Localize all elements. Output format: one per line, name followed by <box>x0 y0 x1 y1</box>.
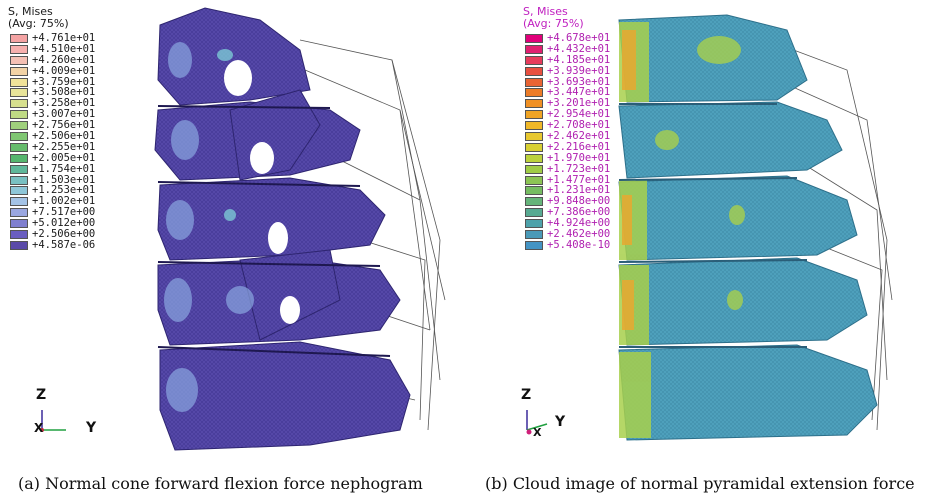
legend-swatch <box>10 175 28 185</box>
legend-swatch <box>525 175 543 185</box>
vertebra-stress-model <box>40 7 446 451</box>
legend-swatch <box>525 121 543 131</box>
legend-swatch <box>525 66 543 76</box>
panel-b-extension: S, Mises (Avg: 75%) +4.678e+01 +4.432e+01… <box>467 0 933 470</box>
legend-swatch <box>10 55 28 65</box>
legend-swatch <box>525 55 543 65</box>
legend-value: +2.216e+01 <box>547 140 611 153</box>
legend-value: +2.756e+01 <box>32 119 96 132</box>
axis-x-label: X <box>533 426 542 439</box>
legend-swatch <box>10 208 28 218</box>
legend-swatch <box>525 132 543 142</box>
legend-swatch <box>10 44 28 54</box>
axis-x-label: X <box>34 421 44 435</box>
legend-swatch <box>525 230 543 240</box>
legend-swatch <box>10 110 28 120</box>
legend-value: +2.506e+01 <box>32 130 96 143</box>
legend-value: +5.012e+00 <box>32 217 96 230</box>
legend-value: +1.477e+01 <box>547 173 611 186</box>
legend-swatch <box>525 186 543 196</box>
legend-value: +4.678e+01 <box>547 32 611 44</box>
axis-y-label: Y <box>86 420 97 436</box>
legend-value: +3.007e+01 <box>32 108 96 121</box>
legend-value: +4.432e+01 <box>547 42 611 55</box>
legend-swatch <box>525 197 543 207</box>
legend-value: +2.462e+01 <box>547 130 611 143</box>
legend-swatch <box>10 88 28 98</box>
axis-z-label: Z <box>521 387 532 403</box>
legend-swatch <box>525 44 543 54</box>
axis-triad-icon <box>526 410 548 435</box>
legend-value: +3.447e+01 <box>547 86 611 99</box>
legend-swatch <box>525 164 543 174</box>
panel-a-flexion: S, Mises (Avg: 75%) +4.761e+01 +4.510e+01… <box>0 0 466 470</box>
legend-value: +2.462e+00 <box>547 228 611 241</box>
legend-title: S, Mises (Avg: 75%) <box>8 5 69 30</box>
legend-value: +2.954e+01 <box>547 108 611 121</box>
legend-value: +5.408e-10 <box>547 238 611 251</box>
legend-swatch <box>10 121 28 131</box>
axis-y-label: Y <box>555 414 566 430</box>
legend-swatch <box>10 197 28 207</box>
axis-triad-icon <box>40 410 66 432</box>
legend-value: +4.587e-06 <box>32 238 96 251</box>
legend-value: +4.510e+01 <box>32 42 96 55</box>
legend-swatch <box>525 99 543 109</box>
legend-value: +3.508e+01 <box>32 86 96 99</box>
legend-title: S, Mises (Avg: 75%) <box>523 5 584 30</box>
legend-value: +1.723e+01 <box>547 162 611 175</box>
legend-swatch <box>10 164 28 174</box>
legend-swatch <box>525 34 543 43</box>
legend-swatch <box>10 186 28 196</box>
legend-value: +3.759e+01 <box>32 75 96 88</box>
legend-swatch <box>525 142 543 152</box>
legend-value: +1.970e+01 <box>547 151 611 164</box>
legend-value: +1.231e+01 <box>547 184 611 197</box>
legend-swatch <box>10 219 28 229</box>
legend-value: +1.503e+01 <box>32 173 96 186</box>
legend-value: +1.002e+01 <box>32 195 96 208</box>
legend-value: +7.517e+00 <box>32 206 96 219</box>
legend-swatch <box>525 77 543 87</box>
legend-swatch <box>10 230 28 240</box>
legend-value: +2.708e+01 <box>547 119 611 132</box>
legend-swatch <box>525 208 543 218</box>
legend-swatch <box>525 88 543 98</box>
legend-value: +3.939e+01 <box>547 64 611 77</box>
legend-value: +4.924e+00 <box>547 217 611 230</box>
legend-value: +3.201e+01 <box>547 97 611 110</box>
legend-swatch <box>10 240 28 250</box>
legend-value: +4.260e+01 <box>32 53 96 66</box>
legend-value: +2.255e+01 <box>32 140 96 153</box>
legend-swatch <box>10 66 28 76</box>
legend-value: +4.185e+01 <box>547 53 611 66</box>
legend-value: +2.005e+01 <box>32 151 96 164</box>
legend-swatch <box>10 99 28 109</box>
legend-swatch <box>10 34 28 43</box>
legend-value: +4.009e+01 <box>32 64 96 77</box>
legend-value: +3.693e+01 <box>547 75 611 88</box>
legend-swatch <box>525 110 543 120</box>
vertebra-stress-model <box>526 14 893 441</box>
legend-value: +7.386e+00 <box>547 206 611 219</box>
legend-value: +3.258e+01 <box>32 97 96 110</box>
caption-a: (a) Normal cone forward flexion force ne… <box>18 474 423 493</box>
legend-swatch <box>10 142 28 152</box>
caption-b: (b) Cloud image of normal pyramidal exte… <box>485 474 915 493</box>
legend-value: +4.761e+01 <box>32 32 96 44</box>
axis-z-label: Z <box>36 387 47 403</box>
legend-value: +2.506e+00 <box>32 228 96 241</box>
legend-swatch <box>525 240 543 250</box>
legend-swatch <box>525 219 543 229</box>
legend-swatch <box>10 132 28 142</box>
legend-swatch <box>10 77 28 87</box>
legend-value: +1.754e+01 <box>32 162 96 175</box>
legend-swatch <box>10 153 28 163</box>
legend-value: +1.253e+01 <box>32 184 96 197</box>
legend-swatch <box>525 153 543 163</box>
legend-value: +9.848e+00 <box>547 195 611 208</box>
